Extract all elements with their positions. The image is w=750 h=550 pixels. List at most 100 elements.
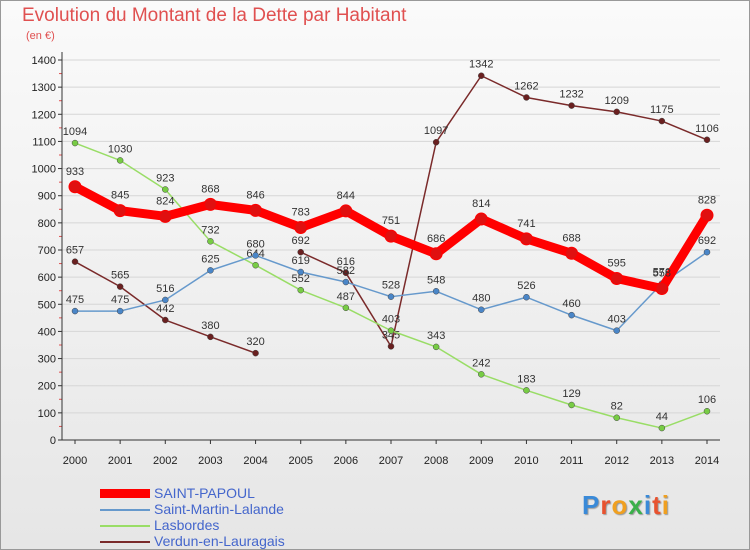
data-label: 868 xyxy=(201,183,219,195)
data-label: 824 xyxy=(156,195,174,207)
y-tick-label: 500 xyxy=(38,299,56,311)
data-label: 595 xyxy=(608,258,626,270)
data-point xyxy=(71,307,79,315)
y-tick-label: 200 xyxy=(38,381,56,393)
data-point xyxy=(474,212,488,226)
data-label: 1097 xyxy=(424,125,448,137)
y-tick-label: 1100 xyxy=(32,136,56,148)
data-point xyxy=(387,343,395,350)
data-point xyxy=(523,387,530,394)
data-point xyxy=(162,186,169,193)
data-point xyxy=(342,278,350,286)
y-tick-label: 1300 xyxy=(32,82,56,94)
data-point xyxy=(71,258,79,265)
x-tick-label: 2005 xyxy=(288,455,312,467)
data-point xyxy=(610,272,624,285)
data-point xyxy=(658,424,666,432)
data-label: 380 xyxy=(201,320,219,332)
data-point xyxy=(158,209,172,223)
data-label: 751 xyxy=(382,215,400,227)
data-label: 343 xyxy=(427,330,445,342)
x-tick-label: 2009 xyxy=(469,455,493,467)
data-point xyxy=(478,371,485,378)
y-tick-label: 800 xyxy=(38,218,56,230)
data-point xyxy=(432,138,440,146)
x-tick-label: 2000 xyxy=(63,455,87,467)
data-label: 657 xyxy=(66,245,84,257)
data-point xyxy=(297,268,304,276)
data-point xyxy=(116,307,124,315)
x-tick-label: 2003 xyxy=(198,455,222,467)
data-label: 846 xyxy=(246,189,264,201)
data-label: 845 xyxy=(111,190,129,202)
data-point xyxy=(429,247,443,261)
data-label: 183 xyxy=(517,373,535,385)
data-point xyxy=(113,204,127,218)
x-tick-label: 2001 xyxy=(108,455,132,467)
data-point xyxy=(387,327,395,334)
data-point xyxy=(162,316,169,324)
data-point xyxy=(703,248,711,256)
data-label: 686 xyxy=(427,233,445,245)
data-label: 732 xyxy=(201,224,219,236)
proxiti-logo: Proxiti xyxy=(582,490,670,520)
data-label: 1232 xyxy=(559,89,583,101)
data-label: 1106 xyxy=(695,123,719,135)
data-label: 528 xyxy=(382,280,400,292)
data-point xyxy=(565,246,579,260)
data-point xyxy=(613,414,620,421)
x-tick-label: 2013 xyxy=(650,455,674,467)
y-tick-label: 1400 xyxy=(32,55,56,67)
data-point xyxy=(116,283,124,290)
x-tick-label: 2014 xyxy=(695,455,719,467)
legend-label: Saint-Martin-Lalande xyxy=(154,501,284,517)
y-tick-label: 300 xyxy=(38,354,56,366)
data-label: 460 xyxy=(562,298,580,310)
data-point xyxy=(162,296,169,304)
data-label: 106 xyxy=(698,394,716,406)
data-point xyxy=(523,293,530,301)
data-label: 44 xyxy=(656,411,668,423)
data-point xyxy=(71,139,79,147)
data-label: 582 xyxy=(337,265,355,277)
data-point xyxy=(432,343,440,351)
data-point xyxy=(68,180,82,194)
data-label: 625 xyxy=(201,253,219,265)
data-point xyxy=(116,157,124,164)
y-tick-label: 1200 xyxy=(32,109,56,121)
data-point xyxy=(523,94,530,101)
y-tick-label: 0 xyxy=(50,435,56,447)
data-point xyxy=(207,333,214,341)
data-point xyxy=(252,252,259,259)
data-label: 487 xyxy=(337,291,355,303)
x-tick-label: 2008 xyxy=(424,455,448,467)
legend-swatch xyxy=(100,509,150,511)
x-tick-label: 2002 xyxy=(153,455,177,467)
x-tick-label: 2011 xyxy=(560,455,584,467)
chart-unit: (en €) xyxy=(26,30,55,42)
data-label: 1175 xyxy=(650,104,674,116)
data-label: 692 xyxy=(292,235,310,247)
data-label: 403 xyxy=(382,314,400,326)
series-line xyxy=(390,74,708,347)
data-point xyxy=(700,208,714,222)
legend-label: SAINT-PAPOUL xyxy=(154,485,255,501)
data-point xyxy=(613,327,620,334)
y-tick-label: 600 xyxy=(38,272,56,284)
data-label: 741 xyxy=(517,218,535,230)
y-tick-label: 900 xyxy=(38,191,56,203)
data-label: 548 xyxy=(427,274,445,286)
data-point xyxy=(478,72,485,79)
data-point xyxy=(478,306,485,313)
x-tick-label: 2012 xyxy=(604,455,628,467)
data-label: 828 xyxy=(698,194,716,206)
data-point xyxy=(432,288,440,295)
data-label: 558 xyxy=(653,268,671,280)
legend-label: Verdun-en-Lauragais xyxy=(154,533,285,549)
data-label: 475 xyxy=(66,294,84,306)
data-label: 814 xyxy=(472,198,490,210)
data-point xyxy=(207,238,214,245)
data-label: 480 xyxy=(472,293,490,305)
data-label: 565 xyxy=(111,270,129,282)
